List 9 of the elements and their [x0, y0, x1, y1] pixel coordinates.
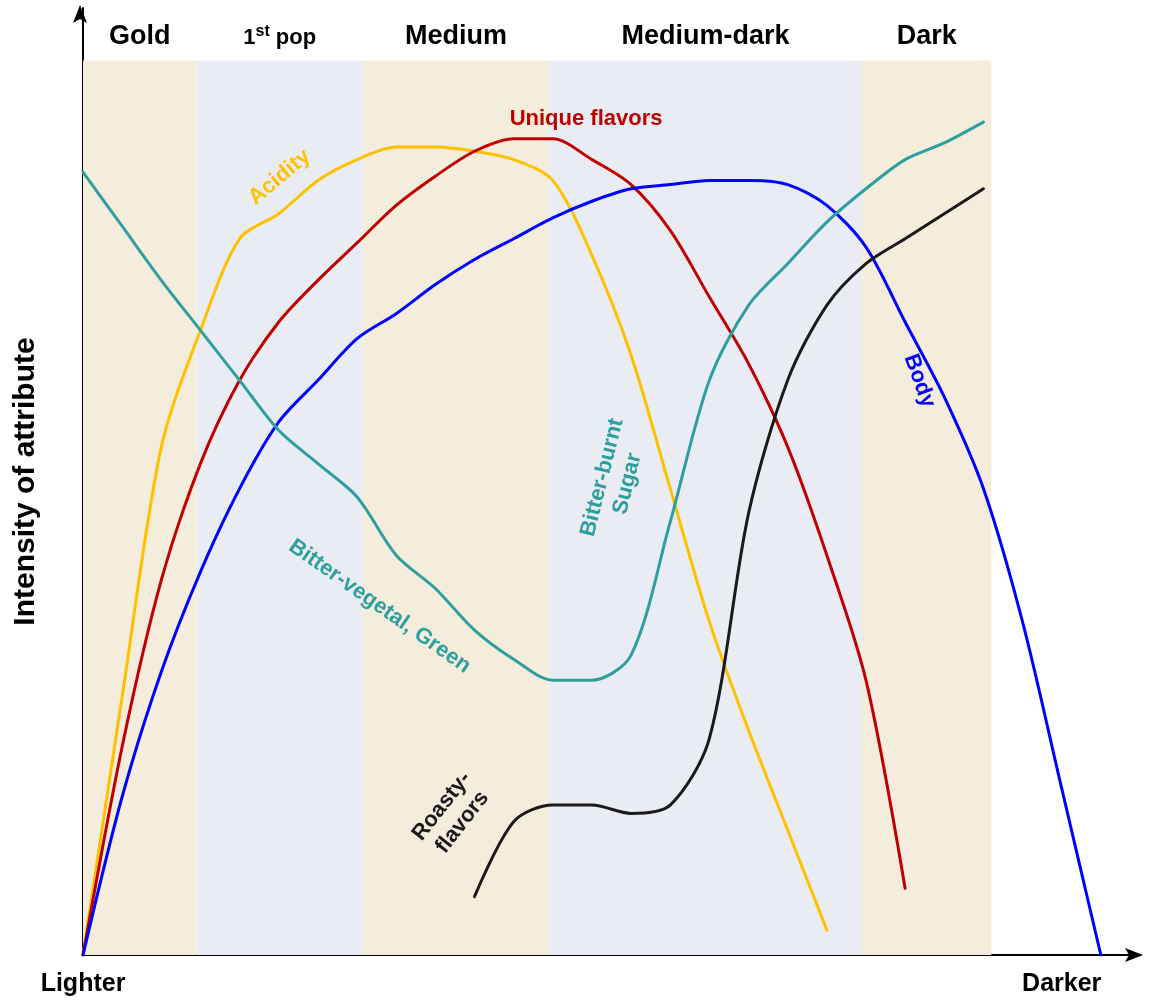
text: Dark — [896, 19, 958, 50]
x-tick-label: Darker — [1022, 967, 1102, 996]
x-tick-label: Lighter — [40, 967, 126, 996]
text: Gold — [109, 19, 171, 50]
y-axis-title: Intensity of attribute — [6, 337, 40, 626]
text: Body — [899, 350, 943, 412]
series-label: Unique flavors — [509, 104, 663, 130]
text: Medium — [404, 19, 507, 50]
text: Medium-dark — [621, 19, 791, 50]
